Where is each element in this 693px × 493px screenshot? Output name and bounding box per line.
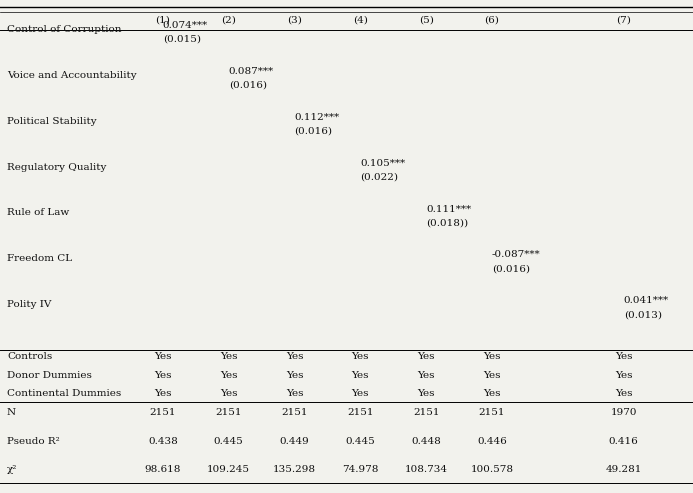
Text: 98.618: 98.618 <box>145 465 181 474</box>
Text: (1): (1) <box>155 15 170 24</box>
Text: Yes: Yes <box>154 389 172 398</box>
Text: (4): (4) <box>353 15 368 24</box>
Text: Controls: Controls <box>7 352 52 361</box>
Text: (0.016): (0.016) <box>492 264 530 273</box>
Text: 49.281: 49.281 <box>606 465 642 474</box>
Text: 0.111***: 0.111*** <box>426 205 471 213</box>
Text: Control of Corruption: Control of Corruption <box>7 25 121 34</box>
Text: (0.013): (0.013) <box>624 310 662 319</box>
Text: 108.734: 108.734 <box>405 465 448 474</box>
Text: 0.438: 0.438 <box>148 437 177 446</box>
Text: Yes: Yes <box>483 389 501 398</box>
Text: (2): (2) <box>221 15 236 24</box>
Text: χ²: χ² <box>7 465 17 474</box>
Text: 2151: 2151 <box>281 408 308 417</box>
Text: -0.087***: -0.087*** <box>492 250 541 259</box>
Text: (0.016): (0.016) <box>229 81 267 90</box>
Text: 2151: 2151 <box>479 408 505 417</box>
Text: 0.087***: 0.087*** <box>229 67 274 76</box>
Text: 135.298: 135.298 <box>273 465 316 474</box>
Text: Yes: Yes <box>220 371 238 380</box>
Text: 2151: 2151 <box>413 408 439 417</box>
Text: 0.105***: 0.105*** <box>360 159 405 168</box>
Text: Yes: Yes <box>615 389 633 398</box>
Text: 74.978: 74.978 <box>342 465 378 474</box>
Text: Yes: Yes <box>351 371 369 380</box>
Text: (5): (5) <box>419 15 434 24</box>
Text: Yes: Yes <box>154 352 172 361</box>
Text: 0.445: 0.445 <box>214 437 243 446</box>
Text: 2151: 2151 <box>347 408 374 417</box>
Text: Rule of Law: Rule of Law <box>7 209 69 217</box>
Text: 2151: 2151 <box>216 408 242 417</box>
Text: 0.074***: 0.074*** <box>163 21 208 30</box>
Text: Polity IV: Polity IV <box>7 300 51 309</box>
Text: Yes: Yes <box>154 371 172 380</box>
Text: Freedom CL: Freedom CL <box>7 254 72 263</box>
Text: Pseudo R²: Pseudo R² <box>7 437 60 446</box>
Text: 0.446: 0.446 <box>477 437 507 446</box>
Text: (0.022): (0.022) <box>360 173 398 181</box>
Text: Continental Dummies: Continental Dummies <box>7 389 121 398</box>
Text: (0.015): (0.015) <box>163 35 201 44</box>
Text: (6): (6) <box>484 15 500 24</box>
Text: Yes: Yes <box>351 352 369 361</box>
Text: Yes: Yes <box>286 352 304 361</box>
Text: Yes: Yes <box>286 389 304 398</box>
Text: Regulatory Quality: Regulatory Quality <box>7 163 106 172</box>
Text: Yes: Yes <box>417 352 435 361</box>
Text: Yes: Yes <box>286 371 304 380</box>
Text: 100.578: 100.578 <box>471 465 514 474</box>
Text: Yes: Yes <box>220 352 238 361</box>
Text: 2151: 2151 <box>150 408 176 417</box>
Text: 1970: 1970 <box>611 408 637 417</box>
Text: (7): (7) <box>616 15 631 24</box>
Text: 0.041***: 0.041*** <box>624 296 669 305</box>
Text: Political Stability: Political Stability <box>7 117 96 126</box>
Text: Yes: Yes <box>615 371 633 380</box>
Text: Yes: Yes <box>351 389 369 398</box>
Text: 109.245: 109.245 <box>207 465 250 474</box>
Text: 0.416: 0.416 <box>609 437 638 446</box>
Text: 0.448: 0.448 <box>412 437 441 446</box>
Text: (0.016): (0.016) <box>295 127 333 136</box>
Text: Yes: Yes <box>483 352 501 361</box>
Text: Yes: Yes <box>615 352 633 361</box>
Text: Yes: Yes <box>417 389 435 398</box>
Text: Yes: Yes <box>483 371 501 380</box>
Text: (3): (3) <box>287 15 302 24</box>
Text: 0.449: 0.449 <box>280 437 309 446</box>
Text: (0.018)): (0.018)) <box>426 218 468 227</box>
Text: Voice and Accountability: Voice and Accountability <box>7 71 137 80</box>
Text: Donor Dummies: Donor Dummies <box>7 371 91 380</box>
Text: 0.112***: 0.112*** <box>295 113 340 122</box>
Text: Yes: Yes <box>220 389 238 398</box>
Text: N: N <box>7 408 16 417</box>
Text: 0.445: 0.445 <box>346 437 375 446</box>
Text: Yes: Yes <box>417 371 435 380</box>
